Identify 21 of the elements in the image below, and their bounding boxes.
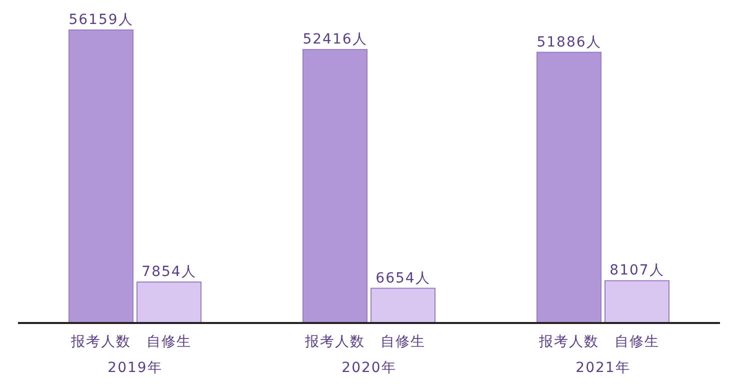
x-tick-label: 2019年 (108, 360, 162, 376)
data-label: 51886人 (536, 34, 602, 50)
bar (68, 30, 134, 324)
bar (604, 280, 670, 324)
bar (302, 49, 368, 324)
data-label: 6654人 (376, 270, 430, 286)
bar (536, 52, 602, 324)
text: 自修生 (614, 334, 660, 350)
x-tick-label: 2021年 (576, 360, 630, 376)
data-label: 7854人 (142, 264, 196, 280)
bar (370, 288, 436, 324)
x-tick-label: 2020年 (342, 360, 396, 376)
text: 自修生 (380, 334, 426, 350)
data-label: 8107人 (610, 262, 664, 279)
series-label: 报考人数 (70, 334, 131, 350)
text: 报考人数 (539, 334, 599, 350)
data-label: 56159人 (68, 12, 134, 28)
text: 报考人数 (305, 334, 365, 350)
series-label: 自修生 (146, 334, 192, 350)
bar (136, 282, 202, 324)
data-label: 52416人 (302, 32, 368, 48)
